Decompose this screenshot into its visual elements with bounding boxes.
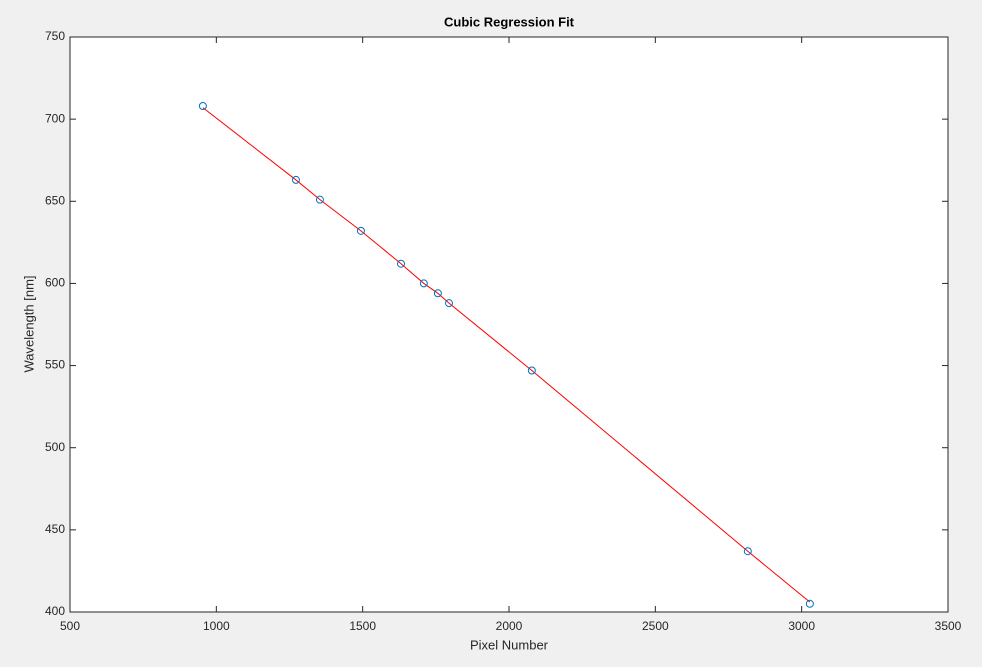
data-point [198, 102, 207, 110]
y-tick-label: 500 [45, 440, 65, 454]
y-tick-label: 600 [45, 276, 65, 290]
x-tick-label: 3000 [788, 619, 815, 633]
y-tick-label: 550 [45, 358, 65, 372]
data-point [419, 279, 428, 288]
y-tick-label: 700 [45, 111, 65, 125]
fit-line [202, 107, 811, 603]
y-tick-label: 400 [45, 604, 65, 618]
data-point [291, 175, 300, 184]
x-tick-label: 2000 [496, 619, 523, 633]
plot-area [70, 37, 948, 612]
data-point [356, 226, 365, 235]
y-tick-label: 750 [45, 29, 65, 43]
data-point [743, 547, 752, 556]
data-point [315, 195, 324, 204]
data-point [527, 366, 536, 375]
x-tick-label: 500 [60, 619, 80, 633]
x-axis-label: Pixel Number [470, 637, 549, 652]
data-point [805, 599, 814, 608]
x-tick-label: 1500 [349, 619, 376, 633]
x-tick-label: 1000 [203, 619, 230, 633]
data-point [433, 289, 442, 298]
x-tick-label: 3500 [935, 619, 962, 633]
data-point [445, 299, 454, 308]
y-axis-label: Wavelength [nm] [21, 275, 36, 372]
data-point [397, 259, 406, 268]
y-tick-label: 650 [45, 193, 65, 207]
x-tick-label: 2500 [642, 619, 669, 633]
chart-title: Cubic Regression Fit [444, 14, 575, 29]
y-tick-label: 450 [45, 522, 65, 536]
